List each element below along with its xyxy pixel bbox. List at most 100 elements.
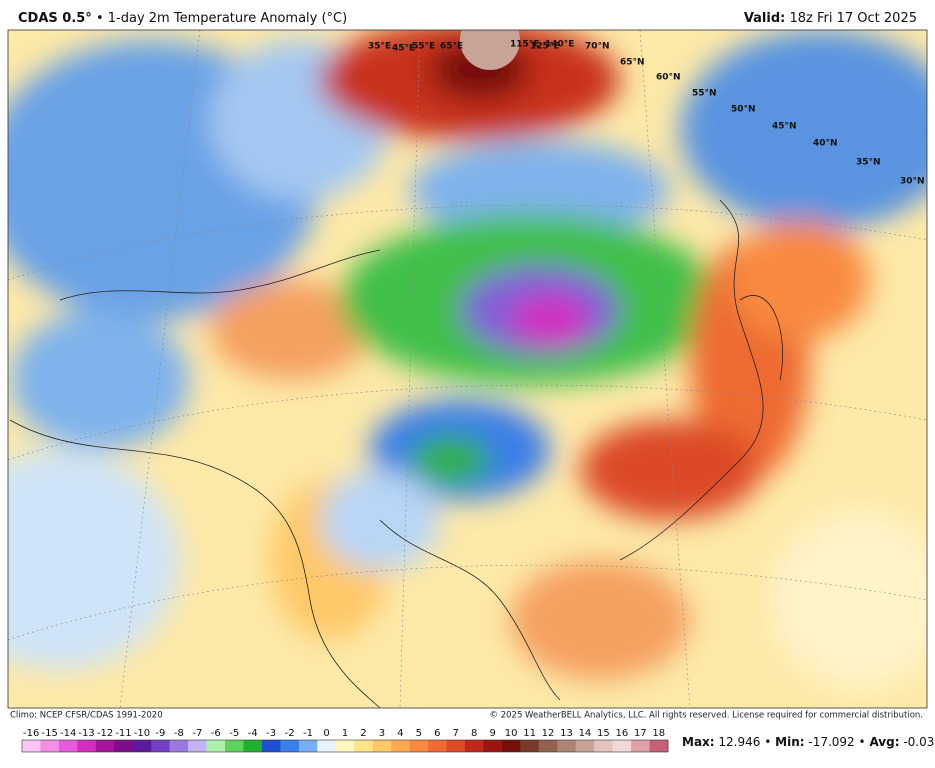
lat-label: 55°N [692, 89, 717, 99]
colorbar-label: 12 [542, 728, 555, 739]
colorbar-label: 16 [615, 728, 628, 739]
max-value: 12.946 [718, 735, 760, 749]
colorbar-label: 14 [579, 728, 592, 739]
separator: • [764, 735, 771, 749]
colorbar-label: -7 [192, 728, 202, 739]
colorbar-label: -10 [134, 728, 150, 739]
colorbar-label: -13 [78, 728, 94, 739]
colorbar-swatch [538, 740, 558, 752]
colorbar-swatch [58, 740, 78, 752]
colorbar-swatch [631, 740, 650, 752]
colorbar-frame [21, 739, 669, 753]
colorbar-swatch [206, 740, 226, 752]
colorbar-swatch [391, 740, 410, 752]
avg-label: Avg: [869, 735, 899, 749]
colorbar-label: 3 [379, 728, 385, 739]
colorbar-swatch [335, 740, 355, 752]
lat-label: 30°N [900, 177, 925, 187]
colorbar-label: -16 [23, 728, 39, 739]
colorbar-label: -11 [115, 728, 131, 739]
lat-label: 40°N [813, 139, 838, 149]
colorbar-swatch [428, 740, 447, 752]
anomaly-field [8, 30, 927, 690]
colorbar-swatch [151, 740, 170, 752]
colorbar-swatch [464, 740, 484, 752]
colorbar-label: -2 [285, 728, 295, 739]
colorbar-swatch [225, 740, 244, 752]
colorbar-label: 2 [360, 728, 366, 739]
coastlines [9, 199, 783, 708]
title: CDAS 0.5° • 1-day 2m Temperature Anomaly… [18, 11, 347, 26]
avg-value: -0.036 [903, 735, 935, 749]
min-value: -17.092 [808, 735, 854, 749]
colorbar-label: -9 [155, 728, 165, 739]
colorbar-label: 6 [434, 728, 440, 739]
colorbar-swatch [114, 740, 134, 752]
colorbar-label: 18 [652, 728, 665, 739]
colorbar-label: -12 [97, 728, 113, 739]
colorbar-swatch [557, 740, 577, 752]
colorbar-swatch [261, 740, 281, 752]
max-label: Max: [682, 735, 715, 749]
colorbar-swatch [354, 740, 373, 752]
colorbar-swatch [594, 740, 613, 752]
climo-note: Climo: NCEP CFSR/CDAS 1991-2020 [10, 711, 163, 721]
separator: • [859, 735, 866, 749]
colorbar: -16 -15 -14 -13 -12 -11 -10 -9 -8 -7 -6 -5 -4 -3 -2 -1 0… [21, 728, 669, 753]
colorbar-label: 1 [342, 728, 348, 739]
colorbar-swatch [612, 740, 632, 752]
colorbar-label: -5 [229, 728, 239, 739]
colorbar-swatch [188, 740, 207, 752]
pole-region [460, 30, 520, 70]
colorbar-label: -8 [174, 728, 184, 739]
lon-label: 125°E [530, 42, 559, 52]
colorbar-label: 0 [323, 728, 329, 739]
valid-label: Valid: [744, 11, 786, 26]
colorbar-label: 13 [560, 728, 573, 739]
colorbar-swatch [649, 740, 669, 752]
valid: Valid: 18z Fri 17 Oct 2025 [744, 11, 917, 26]
colorbar-swatch [409, 740, 429, 752]
valid-time: 18z Fri 17 Oct 2025 [790, 11, 918, 26]
colorbar-swatch [483, 740, 503, 752]
lat-label: 70°N [585, 42, 610, 52]
map-frame [7, 29, 928, 709]
copyright: © 2025 WeatherBELL Analytics, LLC. All r… [490, 711, 923, 721]
colorbar-label: -1 [303, 728, 313, 739]
lon-label: 65°E [440, 42, 463, 52]
colorbar-swatch [169, 740, 189, 752]
colorbar-label: 9 [489, 728, 495, 739]
stats: Max: 12.946 • Min: -17.092 • Avg: -0.036 [682, 735, 935, 749]
lon-label: 55°E [412, 42, 435, 52]
model: CDAS 0.5° [18, 11, 92, 26]
colorbar-swatch [77, 740, 97, 752]
lon-label: 45°E [392, 44, 415, 54]
colorbar-label: 10 [505, 728, 518, 739]
colorbar-swatch [132, 740, 152, 752]
lat-label: 65°N [620, 58, 645, 68]
colorbar-label: 4 [397, 728, 403, 739]
colorbar-label: -6 [211, 728, 221, 739]
colorbar-label: 8 [471, 728, 477, 739]
colorbar-swatch [95, 740, 115, 752]
lon-label: 35°E [368, 42, 391, 52]
colorbar-swatch [501, 740, 521, 752]
colorbar-label: 15 [597, 728, 610, 739]
lon-label: 115°E [510, 40, 539, 50]
colorbar-swatch [22, 740, 41, 752]
colorbar-label: 11 [523, 728, 536, 739]
graticule [8, 30, 927, 708]
colorbar-swatch [40, 740, 60, 752]
min-label: Min: [775, 735, 804, 749]
colorbar-label: -4 [248, 728, 258, 739]
lon-label: 140°E [545, 40, 574, 50]
colorbar-swatch [520, 740, 540, 752]
colorbar-swatch [446, 740, 466, 752]
colorbar-swatch [575, 740, 595, 752]
map [8, 30, 927, 708]
lat-label: 45°N [772, 122, 797, 132]
colorbar-label: 7 [453, 728, 459, 739]
title-text: 1-day 2m Temperature Anomaly (°C) [108, 11, 347, 26]
colorbar-label: -3 [266, 728, 276, 739]
colorbar-label: -14 [60, 728, 76, 739]
